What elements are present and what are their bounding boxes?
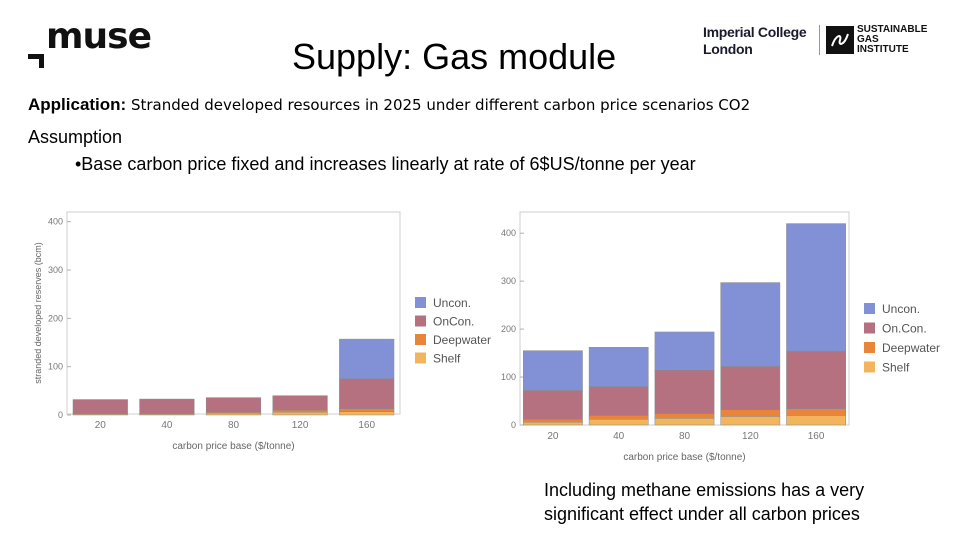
chart1-ytick-label: 200 bbox=[48, 313, 63, 323]
application-label: Application: bbox=[28, 95, 127, 114]
chart1-legend-swatch bbox=[415, 297, 426, 308]
chart-without-methane: 0 100 200 300 400 20 40 80 120 160 carbon price ba… bbox=[33, 211, 491, 452]
chart1-xtick-label: 80 bbox=[228, 420, 240, 431]
chart1-xtick-label: 120 bbox=[292, 420, 309, 431]
chart2-bar-oncon-40 bbox=[588, 386, 649, 416]
chart1-bar-uncon-160 bbox=[339, 338, 395, 380]
chart1-y-axis-label: stranded developed reserves (bcm) bbox=[33, 242, 43, 384]
chart2-ytick-label: 300 bbox=[501, 276, 516, 286]
chart2-ytick-label: 400 bbox=[501, 228, 516, 238]
chart2-bar-shelf-40 bbox=[588, 418, 649, 426]
chart2-bar-oncon-20 bbox=[523, 390, 583, 420]
sgi-logo-icon bbox=[826, 26, 854, 54]
chart2-legend-label: Shelf bbox=[882, 361, 910, 375]
chart1-bar-shelf-120 bbox=[272, 411, 328, 416]
chart1-legend-swatch bbox=[415, 352, 426, 364]
chart1-ytick-label: 100 bbox=[48, 362, 63, 372]
chart2-legend-swatch bbox=[864, 322, 875, 334]
page-title: Supply: Gas module bbox=[292, 36, 617, 77]
assumption-heading: Assumption bbox=[28, 127, 123, 147]
chart1-legend-label: Shelf bbox=[433, 352, 461, 366]
chart1-legend-label: Uncon. bbox=[433, 296, 471, 310]
chart1-legend-swatch bbox=[415, 334, 426, 345]
imperial-logo-line-1: Imperial College bbox=[703, 24, 807, 40]
chart2-bar-shelf-80 bbox=[654, 418, 715, 426]
chart2-legend-label: Uncon. bbox=[882, 302, 920, 316]
chart2-xtick-label: 160 bbox=[808, 431, 825, 442]
chart2-bar-oncon-80 bbox=[654, 370, 715, 414]
chart1-bar-deepwater-120 bbox=[272, 409, 328, 413]
application-line: Application: Stranded developed resource… bbox=[28, 95, 750, 115]
chart2-legend-label: Deepwater bbox=[882, 341, 940, 355]
chart1-bar-shelf-160 bbox=[339, 411, 395, 416]
chart2-xtick-label: 20 bbox=[547, 431, 559, 442]
chart2-bar-uncon-160 bbox=[786, 223, 846, 352]
chart2-xtick-label: 80 bbox=[679, 431, 691, 442]
muse-logo-mark bbox=[28, 46, 44, 68]
application-text: Stranded developed resources in 2025 und… bbox=[130, 96, 751, 114]
chart2-xtick-label: 120 bbox=[742, 431, 759, 442]
chart1-legend-label: Deepwater bbox=[433, 333, 491, 347]
chart2-bar-deepwater-20 bbox=[523, 418, 583, 423]
chart1-legend-swatch bbox=[415, 315, 426, 327]
chart2-legend-swatch bbox=[864, 303, 875, 314]
chart2-bar-deepwater-160 bbox=[786, 408, 846, 416]
methane-note: Including methane emissions has a very s… bbox=[544, 480, 865, 524]
chart2-bar-uncon-120 bbox=[720, 282, 781, 367]
sgi-logo-text: SUSTAINABLE GAS INSTITUTE bbox=[857, 24, 928, 55]
imperial-logo-line-2: London bbox=[703, 41, 753, 57]
logo-divider bbox=[819, 25, 820, 55]
chart1-xtick-label: 40 bbox=[161, 420, 173, 431]
chart2-bar-shelf-120 bbox=[720, 416, 781, 426]
assumption-bullet: •Base carbon price fixed and increases l… bbox=[75, 154, 696, 174]
chart2-legend-label: On.Con. bbox=[882, 322, 927, 336]
muse-logo: muse bbox=[26, 16, 156, 72]
chart1-ytick-label: 300 bbox=[48, 265, 63, 275]
chart2-xtick-label: 40 bbox=[613, 431, 625, 442]
chart2-legend-swatch bbox=[864, 361, 875, 373]
chart2-bar-uncon-40 bbox=[588, 347, 649, 387]
chart2-legend-swatch bbox=[864, 342, 875, 353]
chart2-bar-shelf-160 bbox=[786, 415, 846, 426]
chart1-bar-shelf-80 bbox=[205, 412, 262, 416]
chart2-bar-shelf-20 bbox=[523, 421, 583, 426]
chart1-bar-oncon-40 bbox=[139, 398, 195, 414]
chart1-ytick-label: 400 bbox=[48, 217, 63, 227]
chart2-bar-deepwater-80 bbox=[654, 413, 715, 419]
chart2-ytick-label: 200 bbox=[501, 324, 516, 334]
chart2-x-axis-label: carbon price base ($/tonne) bbox=[623, 452, 745, 463]
chart1-xtick-label: 20 bbox=[95, 420, 107, 431]
chart1-x-axis-label: carbon price base ($/tonne) bbox=[172, 441, 294, 452]
chart1-xtick-label: 160 bbox=[358, 420, 375, 431]
chart1-bar-oncon-80 bbox=[205, 397, 262, 413]
chart1-bar-oncon-160 bbox=[339, 378, 395, 409]
chart-with-methane: 0 100 200 300 400 20 40 80 120 160 carbon price ba… bbox=[501, 211, 940, 463]
chart2-bar-uncon-20 bbox=[523, 350, 583, 391]
chart2-bar-deepwater-120 bbox=[720, 409, 781, 417]
chart2-ytick-label: 0 bbox=[511, 420, 516, 430]
chart1-bar-oncon-20 bbox=[72, 399, 128, 414]
imperial-college-logo: Imperial College London bbox=[703, 24, 818, 58]
chart2-bar-deepwater-40 bbox=[588, 415, 649, 420]
chart1-bar-oncon-120 bbox=[272, 395, 328, 411]
chart2-bar-uncon-80 bbox=[654, 331, 715, 371]
chart2-bar-oncon-160 bbox=[786, 350, 846, 409]
chart2-ytick-label: 100 bbox=[501, 372, 516, 382]
chart1-ytick-label: 0 bbox=[58, 410, 63, 420]
muse-logo-text: muse bbox=[46, 16, 152, 57]
chart2-bar-oncon-120 bbox=[720, 366, 781, 410]
chart1-legend-label: OnCon. bbox=[433, 315, 474, 329]
chart1-bar-deepwater-160 bbox=[339, 408, 395, 412]
